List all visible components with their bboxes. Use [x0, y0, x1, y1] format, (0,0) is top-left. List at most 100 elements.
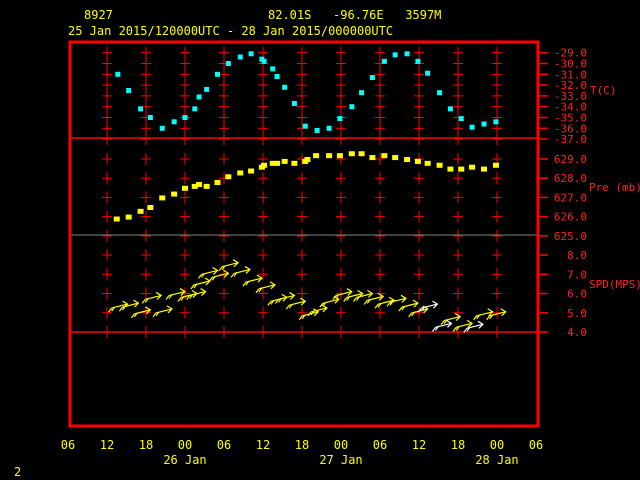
- temperature-point: [381, 58, 387, 64]
- pressure-point: [458, 166, 465, 172]
- wind-arrow-barb: [165, 295, 170, 300]
- wind-arrow-barb: [408, 312, 413, 318]
- right-axis-tick-label: 629.0: [554, 153, 587, 166]
- speed-axis-label: SPD(MPS): [589, 278, 640, 291]
- wind-arrow-barb: [130, 313, 135, 319]
- wind-arrow-barb: [258, 287, 263, 293]
- pressure-point: [424, 160, 431, 166]
- temperature-point: [447, 106, 453, 112]
- temperature-point: [225, 61, 231, 66]
- pressure-point: [436, 162, 443, 168]
- pressure-point: [336, 153, 343, 159]
- pressure-point: [214, 180, 221, 186]
- data-marks: [108, 51, 507, 333]
- wind-arrow: [165, 288, 186, 300]
- wind-arrow: [186, 288, 207, 300]
- wind-arrow-barb: [452, 326, 457, 332]
- pressure-point: [196, 181, 203, 187]
- pressure-point: [274, 160, 281, 166]
- x-axis-date-label: 27 Jan: [319, 453, 362, 467]
- right-axis-tick-label: -33.0: [554, 90, 587, 103]
- temperature-point: [493, 119, 499, 125]
- x-axis-tick-label: 12: [412, 438, 426, 452]
- temperature-point: [404, 51, 410, 57]
- wind-arrow: [118, 299, 140, 312]
- wind-arrow-barb: [401, 305, 406, 311]
- wind-arrow-barb: [476, 314, 481, 320]
- wind-arrow-head: [212, 266, 219, 275]
- wind-arrow-barb: [307, 311, 312, 317]
- panel-dividers: [70, 137, 538, 333]
- temperature-point: [458, 116, 464, 122]
- pressure-point: [304, 157, 311, 162]
- pressure-point: [313, 153, 320, 159]
- temperature-point: [282, 84, 288, 90]
- wind-arrow-barb: [186, 295, 191, 300]
- pressure-point: [326, 153, 333, 159]
- wind-arrow-barb: [233, 272, 238, 277]
- pressure-point: [261, 162, 268, 168]
- wind-arrow: [230, 265, 251, 278]
- temperature-point: [425, 70, 431, 76]
- temperature-point: [326, 125, 332, 131]
- temperature-point: [147, 115, 153, 120]
- wind-arrow-barb: [310, 310, 315, 316]
- wind-arrow-head: [446, 319, 453, 328]
- page-number: 2: [14, 465, 21, 479]
- temperature-point: [369, 75, 375, 81]
- wind-arrow: [398, 299, 419, 312]
- temperature-point: [261, 58, 267, 64]
- wind-arrow-barb: [274, 299, 279, 304]
- right-axis-tick-label: -31.0: [554, 68, 587, 81]
- wind-arrow: [152, 305, 173, 318]
- wind-arrow-head: [232, 259, 240, 268]
- wind-arrow-head: [487, 308, 494, 317]
- right-axis-tick-label: 8.0: [567, 249, 587, 262]
- wind-arrow-barb: [352, 297, 357, 302]
- wind-arrow-barb: [374, 303, 379, 309]
- wind-arrow-barb: [152, 312, 157, 318]
- pressure-point: [481, 166, 487, 172]
- temperature-point: [274, 73, 280, 79]
- temperature-axis-label: T(C): [590, 84, 617, 97]
- x-axis-tick-label: 12: [256, 438, 270, 452]
- station-id: 8927: [84, 8, 113, 22]
- wind-arrow-barb: [398, 306, 403, 312]
- wind-arrow-barb: [208, 276, 213, 282]
- temperature-point: [248, 51, 254, 57]
- wind-arrow-barb: [386, 301, 391, 307]
- pressure-point: [492, 162, 499, 168]
- wind-arrow-barb: [319, 302, 324, 308]
- wind-arrow-head: [500, 308, 507, 317]
- temperature-point: [291, 100, 297, 106]
- right-axis-tick-label: 7.0: [567, 268, 587, 281]
- right-axis-tick-label: 626.0: [554, 211, 587, 224]
- wind-arrow-head: [432, 300, 439, 309]
- wind-arrow-head: [145, 306, 152, 315]
- right-axis-tick-label: 6.0: [567, 288, 587, 301]
- wind-arrow-head: [367, 289, 374, 298]
- pressure-point: [358, 151, 365, 157]
- right-axis-tick-label: 627.0: [554, 191, 587, 204]
- temperature-point: [392, 52, 398, 58]
- wind-arrow-head: [454, 313, 462, 322]
- wind-arrow-barb: [218, 266, 223, 272]
- temperature-point: [469, 124, 475, 130]
- wind-arrow-barb: [277, 298, 282, 303]
- pressure-point: [182, 185, 188, 191]
- wind-arrow: [208, 269, 230, 282]
- x-axis-tick-label: 00: [178, 438, 192, 452]
- wind-arrow-barb: [389, 300, 394, 306]
- right-axis-tick-label: 4.0: [567, 326, 587, 339]
- pressure-point: [281, 158, 288, 164]
- temperature-point: [159, 125, 165, 131]
- wind-arrow-barb: [141, 299, 146, 304]
- wind-arrow-head: [346, 288, 353, 296]
- wind-arrow-barb: [285, 304, 290, 310]
- wind-arrow-barb: [180, 296, 185, 301]
- temperature-point: [337, 116, 343, 122]
- wind-arrow-barb: [121, 305, 126, 311]
- wind-arrow-barb: [455, 325, 460, 331]
- x-axis-tick-label: 12: [100, 438, 114, 452]
